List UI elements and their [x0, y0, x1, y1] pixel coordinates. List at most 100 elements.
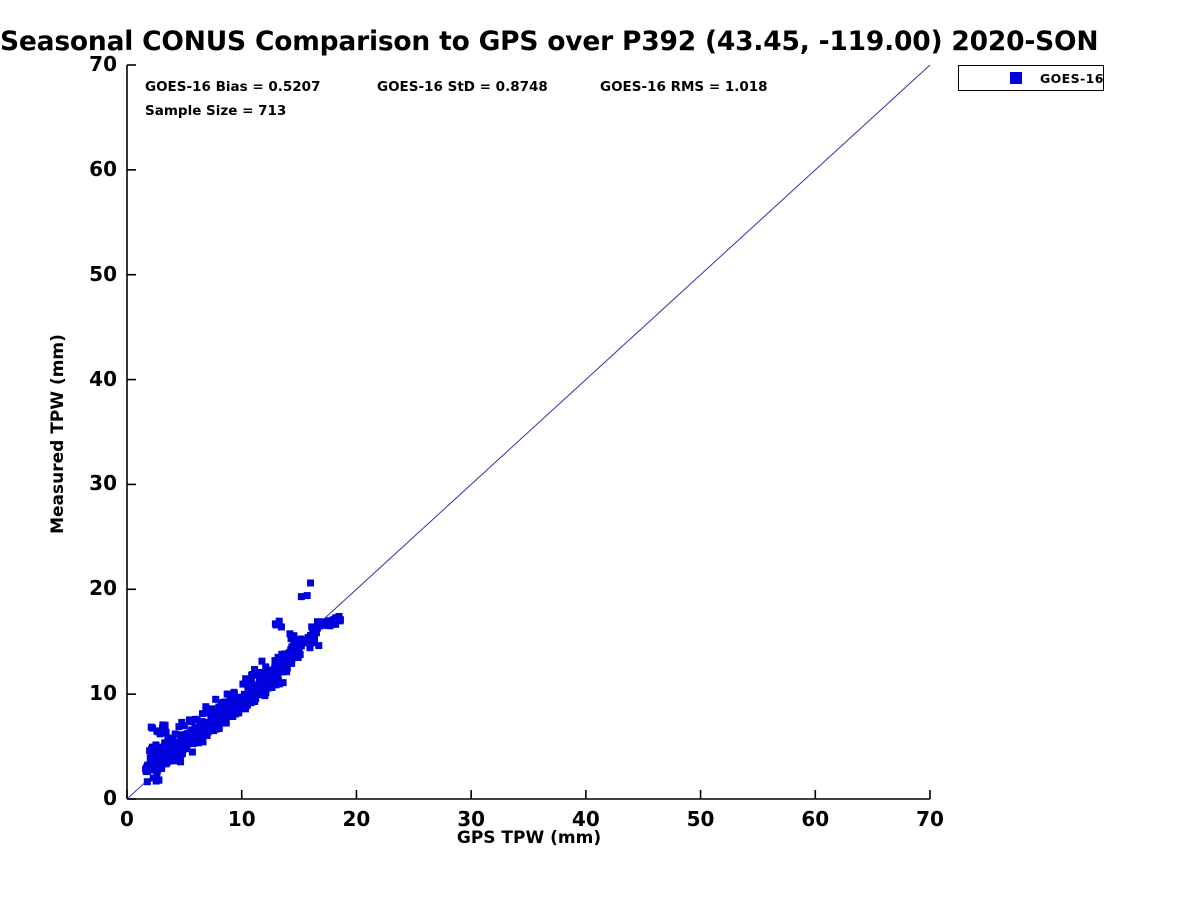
scatter-marker [262, 666, 270, 674]
x-tick-label: 70 [916, 807, 944, 831]
scatter-marker [288, 643, 296, 651]
scatter-marker [168, 740, 176, 748]
scatter-marker [208, 724, 216, 732]
scatter-marker [283, 668, 291, 676]
scatter-marker [146, 747, 154, 755]
scatter-marker [162, 728, 170, 736]
scatter-marker [279, 679, 287, 687]
scatter-marker [214, 715, 222, 723]
scatter-marker [215, 703, 223, 711]
scatter-marker [266, 668, 274, 676]
scatter-marker [239, 695, 247, 703]
scatter-marker [177, 758, 185, 766]
y-tick-label: 40 [89, 366, 117, 391]
scatter-marker [191, 715, 199, 723]
scatter-marker [153, 771, 161, 779]
scatter-marker [223, 690, 231, 698]
scatter-marker [203, 719, 211, 727]
scatter-marker [215, 724, 223, 732]
scatter-marker [143, 767, 151, 775]
scatter-marker [270, 665, 278, 673]
scatter-marker [183, 739, 191, 747]
scatter-marker [332, 620, 340, 628]
scatter-marker [248, 698, 256, 706]
scatter-marker [271, 676, 279, 684]
y-axis-title: Measured TPW (mm) [48, 334, 68, 534]
scatter-marker [271, 620, 279, 628]
scatter-marker [161, 721, 169, 729]
scatter-marker [143, 778, 151, 786]
scatter-marker [233, 696, 241, 704]
scatter-marker [177, 750, 185, 758]
scatter-marker [243, 700, 251, 708]
x-tick-label: 30 [457, 807, 486, 831]
scatter-marker [146, 755, 154, 763]
scatter-marker [309, 628, 317, 636]
scatter-marker [248, 693, 256, 701]
legend-label-goes16: GOES-16 [1040, 71, 1104, 86]
scatter-marker [243, 697, 251, 705]
scatter-marker [297, 637, 305, 645]
scatter-marker [297, 593, 305, 601]
scatter-marker [149, 724, 157, 732]
scatter-marker [199, 734, 207, 742]
scatter-marker [149, 766, 157, 774]
annotation-rms: GOES-16 RMS = 1.018 [600, 79, 768, 95]
scatter-marker [323, 621, 331, 629]
scatter-marker [185, 716, 193, 724]
chart-title: Seasonal CONUS Comparison to GPS over P3… [0, 26, 1099, 57]
scatter-marker [285, 659, 293, 667]
scatter-marker [332, 614, 340, 622]
scatter-marker [204, 709, 212, 717]
annotation-bias: GOES-16 Bias = 0.5207 [145, 79, 321, 95]
scatter-marker [264, 674, 272, 682]
scatter-marker [309, 639, 317, 647]
scatter-marker [192, 733, 200, 741]
scatter-marker [264, 684, 272, 692]
scatter-marker [251, 666, 259, 674]
scatter-marker [175, 723, 183, 731]
scatter-marker [200, 724, 208, 732]
scatter-marker [158, 746, 166, 754]
scatter-marker [277, 623, 285, 631]
scatter-marker [201, 730, 209, 738]
scatter-marker [154, 728, 162, 736]
scatter-marker [151, 749, 159, 757]
scatter-marker [178, 743, 186, 751]
scatter-marker [202, 703, 210, 711]
scatter-marker [188, 748, 196, 756]
scatter-marker [239, 680, 247, 688]
y-tick-label: 30 [89, 471, 117, 496]
scatter-marker [166, 734, 174, 742]
scatter-marker [308, 623, 316, 631]
scatter-marker [244, 683, 252, 691]
scatter-marker [163, 744, 171, 752]
scatter-marker [178, 718, 186, 726]
scatter-marker [220, 714, 228, 722]
annotation-sample-size: Sample Size = 713 [145, 103, 287, 119]
x-tick-label: 40 [571, 807, 600, 831]
scatter-marker [247, 677, 255, 685]
scatter-marker [163, 753, 171, 761]
scatter-marker [255, 675, 263, 683]
scatter-marker [158, 764, 166, 772]
scatter-marker [303, 592, 311, 600]
scatter-marker [255, 689, 263, 697]
x-tick-label: 10 [227, 807, 256, 831]
scatter-marker [294, 653, 302, 661]
scatter-marker [258, 657, 266, 665]
scatter-marker [221, 705, 229, 713]
x-tick-label: 60 [801, 807, 830, 831]
scatter-marker [193, 726, 201, 734]
scatter-marker [282, 652, 290, 660]
scatter-marker [309, 635, 317, 643]
scatter-marker [221, 698, 229, 706]
scatter-marker [213, 709, 221, 717]
scatter-marker [260, 680, 268, 688]
axes-group [126, 64, 931, 800]
y-tick-label: 60 [89, 156, 117, 181]
y-tick-label: 20 [89, 576, 117, 601]
scatter-marker [238, 702, 246, 710]
x-tick-label: 20 [342, 807, 371, 831]
